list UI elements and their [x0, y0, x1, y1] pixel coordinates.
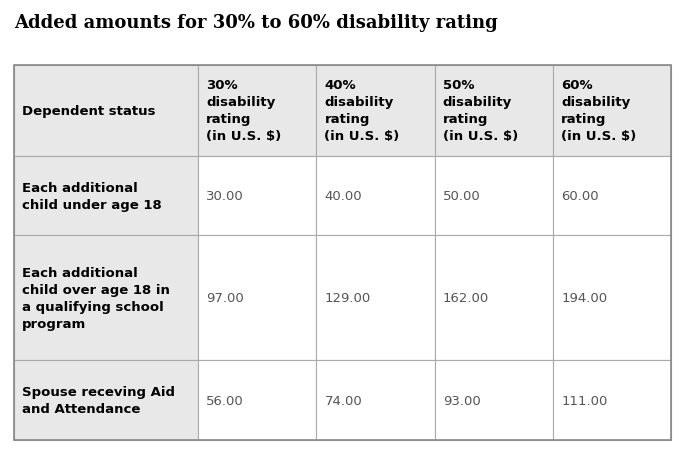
Text: 129.00: 129.00	[325, 292, 371, 305]
Text: 60%
disability
rating
(in U.S. $): 60% disability rating (in U.S. $)	[561, 79, 636, 143]
Text: 56.00: 56.00	[206, 394, 244, 407]
Text: 162.00: 162.00	[443, 292, 489, 305]
Text: 40.00: 40.00	[325, 190, 362, 203]
Text: 111.00: 111.00	[561, 394, 608, 407]
Text: Each additional
child over age 18 in
a qualifying school
program: Each additional child over age 18 in a q…	[22, 267, 170, 330]
Bar	[434, 157, 553, 236]
Text: 40%
disability
rating
(in U.S. $): 40% disability rating (in U.S. $)	[325, 79, 399, 143]
Bar	[553, 65, 671, 157]
Text: Added amounts for 30% to 60% disability rating: Added amounts for 30% to 60% disability …	[14, 14, 497, 32]
Bar	[553, 236, 671, 361]
Bar	[198, 157, 316, 236]
Text: 74.00: 74.00	[325, 394, 362, 407]
Bar	[14, 65, 671, 440]
Bar	[316, 236, 434, 361]
Bar	[14, 236, 198, 361]
Text: Dependent status: Dependent status	[22, 105, 155, 118]
Text: 50.00: 50.00	[443, 190, 481, 203]
Text: 194.00: 194.00	[561, 292, 608, 305]
Text: 60.00: 60.00	[561, 190, 599, 203]
Text: Spouse receving Aid
and Attendance: Spouse receving Aid and Attendance	[22, 385, 175, 415]
Text: 97.00: 97.00	[206, 292, 244, 305]
Bar	[14, 65, 198, 157]
Bar	[553, 361, 671, 440]
Bar	[316, 65, 434, 157]
Bar	[316, 361, 434, 440]
Bar	[434, 361, 553, 440]
Bar	[316, 157, 434, 236]
Bar	[434, 65, 553, 157]
Bar	[434, 236, 553, 361]
Text: 50%
disability
rating
(in U.S. $): 50% disability rating (in U.S. $)	[443, 79, 518, 143]
Bar	[553, 157, 671, 236]
Text: 30%
disability
rating
(in U.S. $): 30% disability rating (in U.S. $)	[206, 79, 282, 143]
Text: 30.00: 30.00	[206, 190, 244, 203]
Bar	[198, 361, 316, 440]
Bar	[198, 65, 316, 157]
Text: Each additional
child under age 18: Each additional child under age 18	[22, 181, 162, 212]
Bar	[14, 361, 198, 440]
Bar	[14, 157, 198, 236]
Text: 93.00: 93.00	[443, 394, 481, 407]
Bar	[198, 236, 316, 361]
